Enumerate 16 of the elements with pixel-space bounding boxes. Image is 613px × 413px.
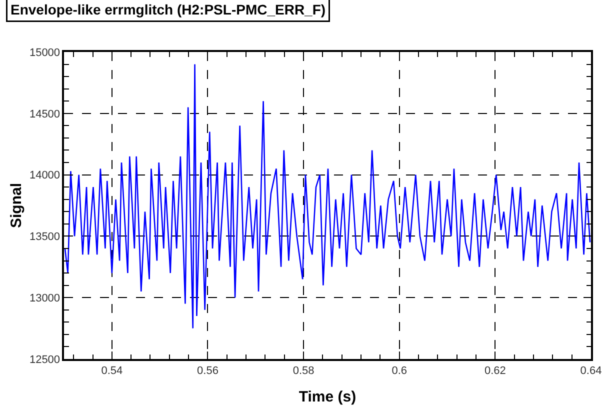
line-series	[64, 64, 591, 329]
y-tick-label: 13500	[29, 231, 60, 244]
y-tick-label: 12500	[29, 354, 60, 366]
chart-title: Envelope-like errmglitch (H2:PSL-PMC_ERR_F)	[10, 2, 326, 18]
x-tick-label: 0.54	[101, 364, 123, 377]
x-tick-label: 0.64	[580, 364, 602, 377]
y-tick-label: 14500	[29, 108, 60, 120]
y-tick-label: 14000	[29, 170, 60, 182]
y-tick-label: 13000	[29, 292, 60, 304]
x-tick-label: 0.62	[484, 364, 506, 377]
y-axis-title: Signal	[8, 182, 26, 228]
x-axis-title: Time (s)	[298, 388, 356, 406]
x-tick-label: 0.58	[292, 364, 314, 377]
x-tick-label: 0.56	[197, 364, 218, 377]
y-tick-label: 15000	[29, 46, 60, 59]
x-tick-label: 0.6	[392, 364, 408, 377]
